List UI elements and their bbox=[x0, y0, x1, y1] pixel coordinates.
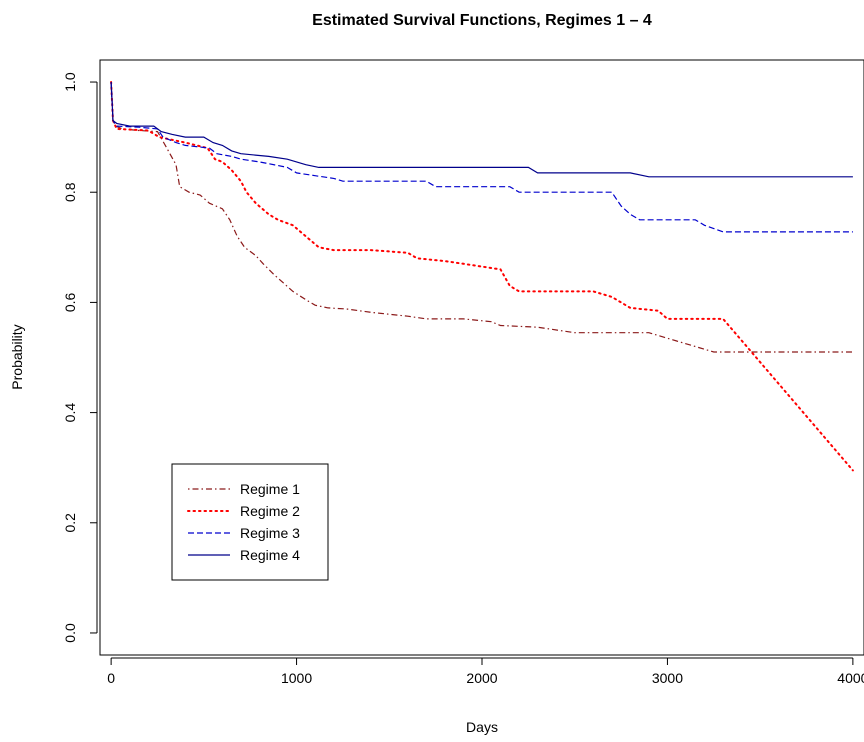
y-tick-label: 0.6 bbox=[62, 292, 78, 312]
series-line-3 bbox=[110, 81, 853, 233]
series-line-4 bbox=[110, 81, 853, 178]
series-line-2 bbox=[110, 81, 854, 472]
legend-label-3: Regime 3 bbox=[240, 525, 300, 541]
legend: Regime 1 Regime 2 Regime 3 Regime 4 bbox=[171, 463, 329, 581]
y-axis: 0.0 0.2 0.4 0.6 0.8 1.0 bbox=[62, 72, 98, 643]
x-tick-label: 3000 bbox=[652, 670, 683, 686]
y-tick-label: 0.4 bbox=[62, 403, 78, 423]
y-axis-label: Probability bbox=[9, 324, 25, 389]
y-tick-label: 1.0 bbox=[62, 72, 78, 92]
x-tick-label: 2000 bbox=[466, 670, 497, 686]
legend-label-1: Regime 1 bbox=[240, 481, 300, 497]
series-layer bbox=[110, 81, 854, 472]
chart-title: Estimated Survival Functions, Regimes 1 … bbox=[312, 12, 652, 29]
legend-label-4: Regime 4 bbox=[240, 547, 300, 563]
y-tick-label: 0.0 bbox=[62, 623, 78, 643]
y-tick-label: 0.2 bbox=[62, 513, 78, 533]
x-axis-label: Days bbox=[466, 719, 498, 735]
x-tick-label: 1000 bbox=[281, 670, 312, 686]
series-line-1 bbox=[110, 81, 853, 353]
x-tick-label: 0 bbox=[107, 670, 115, 686]
plot-frame bbox=[99, 59, 864, 656]
y-tick-label: 0.8 bbox=[62, 182, 78, 202]
legend-label-2: Regime 2 bbox=[240, 503, 300, 519]
legend-box bbox=[171, 463, 329, 581]
